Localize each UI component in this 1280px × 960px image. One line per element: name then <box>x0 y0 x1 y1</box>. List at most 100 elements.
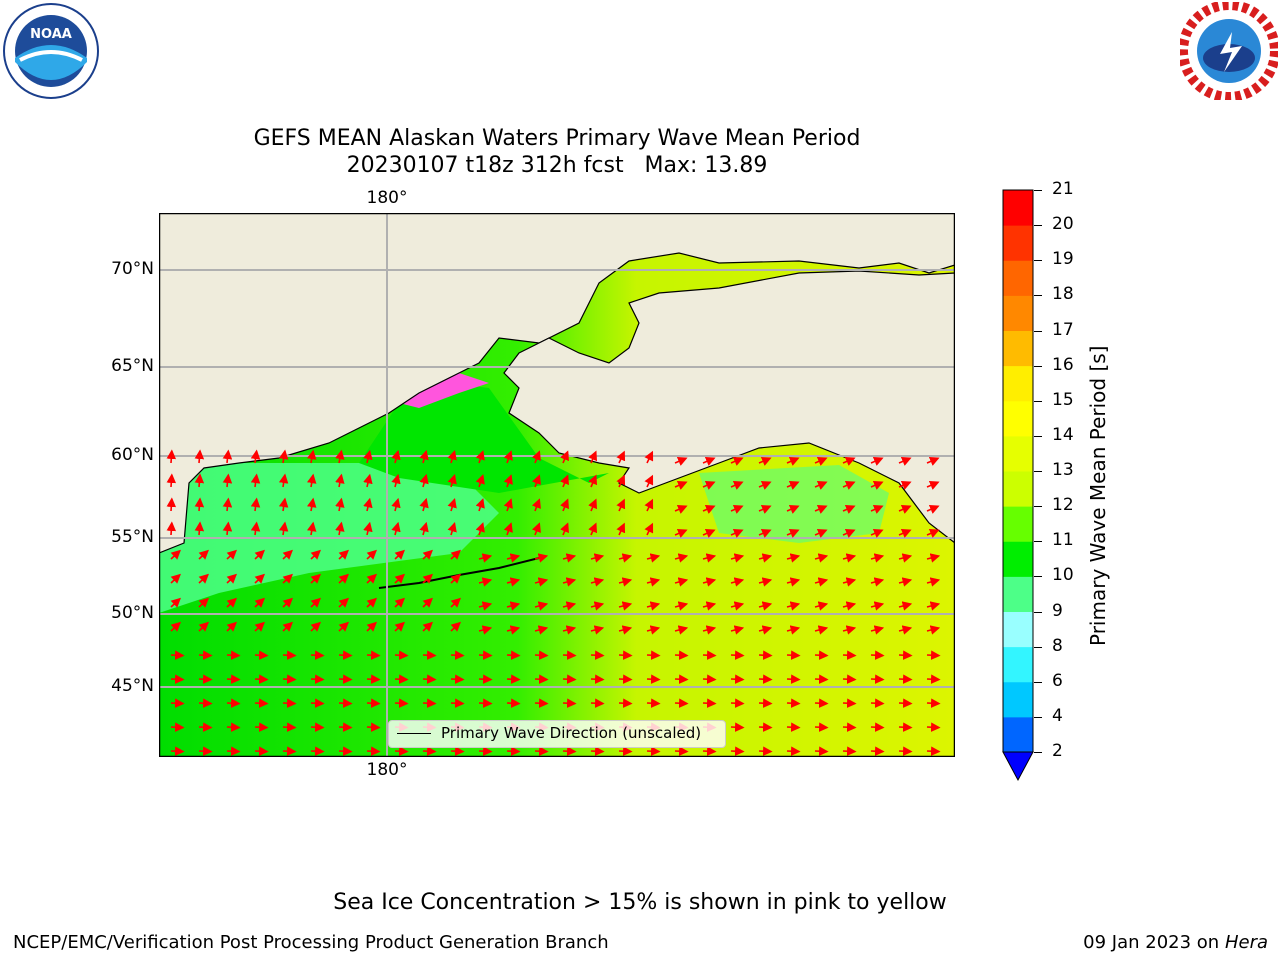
wave-direction-arrow-icon <box>282 597 293 608</box>
wave-direction-arrow-icon <box>282 698 297 708</box>
wave-direction-arrow-icon <box>702 650 717 660</box>
wave-direction-arrow-icon <box>198 549 209 560</box>
wave-direction-arrow-icon <box>842 480 856 490</box>
wave-direction-arrow-icon <box>758 480 772 490</box>
wave-direction-arrow-icon <box>898 577 913 587</box>
wave-direction-arrow-icon <box>226 746 241 756</box>
colorbar-tick-label: 8 <box>1052 635 1063 656</box>
wave-direction-arrow-icon <box>674 553 689 563</box>
wave-direction-arrow-icon <box>338 746 353 756</box>
wave-direction-arrow-icon <box>814 674 829 684</box>
wave-direction-arrow-icon <box>786 698 801 708</box>
wave-direction-arrow-icon <box>338 698 353 708</box>
wave-direction-arrow-icon <box>534 577 549 587</box>
wave-direction-arrow-icon <box>644 450 654 464</box>
wave-direction-arrow-icon <box>842 625 857 635</box>
wave-direction-arrow-icon <box>674 674 689 684</box>
wave-direction-arrow-icon <box>282 549 293 560</box>
wave-direction-arrow-icon <box>814 577 829 587</box>
wave-direction-arrow-icon <box>170 722 185 732</box>
chart-subtitle: 20230107 t18z 312h fcst Max: 13.89 <box>346 153 768 178</box>
wave-direction-arrow-icon <box>306 473 317 488</box>
colorbar-tick-label: 9 <box>1052 600 1063 621</box>
wave-direction-arrow-icon <box>588 474 597 488</box>
wave-direction-arrow-icon <box>898 456 912 466</box>
wave-direction-arrow-icon <box>590 601 605 611</box>
wave-direction-arrow-icon <box>422 597 433 608</box>
wave-direction-arrow-icon <box>335 497 345 512</box>
wave-direction-arrow-icon <box>786 674 801 684</box>
wave-direction-arrow-icon <box>786 722 801 732</box>
wave-direction-arrow-icon <box>310 722 325 732</box>
lat-label-60n: 60°N <box>111 445 154 465</box>
wave-direction-arrow-icon <box>842 553 857 563</box>
wave-direction-arrow-icon <box>447 497 457 512</box>
wave-direction-arrow-icon <box>366 674 381 684</box>
wave-direction-arrow-icon <box>254 746 269 756</box>
wave-direction-arrow-icon <box>786 601 801 611</box>
wave-direction-arrow-icon <box>674 601 689 611</box>
wave-direction-arrow-icon <box>310 674 325 684</box>
colorbar-tick-mark <box>1034 611 1042 613</box>
wave-direction-arrow-icon <box>391 521 401 536</box>
noaa-logo-icon: NOAA <box>2 2 100 100</box>
wave-direction-arrow-icon <box>394 674 409 684</box>
wave-direction-arrow-icon <box>250 449 261 464</box>
period-band-9-10-east <box>699 465 889 543</box>
colorbar-tick-mark <box>1034 716 1042 718</box>
wave-direction-arrow-icon <box>562 577 577 587</box>
wave-direction-arrow-icon <box>926 625 941 635</box>
map-legend: Primary Wave Direction (unscaled) <box>388 720 726 748</box>
wave-direction-arrow-icon <box>644 498 654 512</box>
wave-direction-arrow-icon <box>198 674 213 684</box>
wave-direction-arrow-icon <box>702 601 717 611</box>
wave-direction-arrow-icon <box>450 746 465 756</box>
wave-direction-arrow-icon <box>926 456 940 466</box>
wave-direction-arrow-icon <box>702 674 717 684</box>
lat-label-70n: 70°N <box>111 259 154 279</box>
wave-direction-arrow-icon <box>758 577 773 587</box>
wave-direction-arrow-icon <box>730 746 745 756</box>
colorbar-segment <box>1003 611 1033 648</box>
wave-direction-arrow-icon <box>730 553 745 563</box>
colorbar-tick-label: 13 <box>1052 460 1074 480</box>
wave-direction-arrow-icon <box>786 528 800 538</box>
wave-direction-arrow-icon <box>730 650 745 660</box>
colorbar-label: Primary Wave Mean Period [s] <box>1086 345 1110 647</box>
wave-direction-arrow-icon <box>814 456 828 466</box>
map-frame: Primary Wave Direction (unscaled) <box>159 213 955 757</box>
wave-direction-arrow-icon <box>842 528 856 538</box>
wave-direction-arrow-icon <box>170 746 185 756</box>
wave-direction-arrow-icon <box>646 553 661 563</box>
wave-direction-arrow-icon <box>842 674 857 684</box>
wave-direction-arrow-icon <box>170 621 181 632</box>
wave-direction-arrow-icon <box>898 674 913 684</box>
wave-direction-arrow-icon <box>475 474 485 488</box>
wave-direction-arrow-icon <box>226 549 237 560</box>
wave-direction-arrow-icon <box>534 650 549 660</box>
wave-direction-arrow-icon <box>814 528 828 538</box>
wave-direction-arrow-icon <box>758 456 772 466</box>
lat-label-65n: 65°N <box>111 356 154 376</box>
wave-direction-arrow-icon <box>394 746 409 756</box>
wave-direction-arrow-icon <box>531 450 541 464</box>
wave-direction-arrow-icon <box>170 698 185 708</box>
wave-direction-arrow-icon <box>702 625 717 635</box>
wave-direction-arrow-icon <box>814 746 829 756</box>
wave-direction-arrow-icon <box>534 746 549 756</box>
footer-credit: NCEP/EMC/Verification Post Processing Pr… <box>13 932 609 953</box>
colorbar-tick-label: 14 <box>1052 424 1074 445</box>
wave-direction-arrow-icon <box>758 722 773 732</box>
wave-direction-arrow-icon <box>786 577 801 587</box>
wave-direction-arrow-icon <box>475 522 485 536</box>
colorbar-segment <box>1003 471 1033 507</box>
wave-direction-arrow-icon <box>702 528 716 538</box>
colorbar-segment <box>1003 716 1033 753</box>
wave-direction-arrow-icon <box>590 577 605 587</box>
wave-direction-arrow-icon <box>335 449 345 464</box>
wave-direction-arrow-icon <box>702 746 717 756</box>
nws-logo-icon <box>1178 0 1280 102</box>
wave-direction-arrow-icon <box>366 650 381 660</box>
wave-direction-arrow-icon <box>422 573 433 584</box>
wave-direction-arrow-icon <box>534 698 549 708</box>
